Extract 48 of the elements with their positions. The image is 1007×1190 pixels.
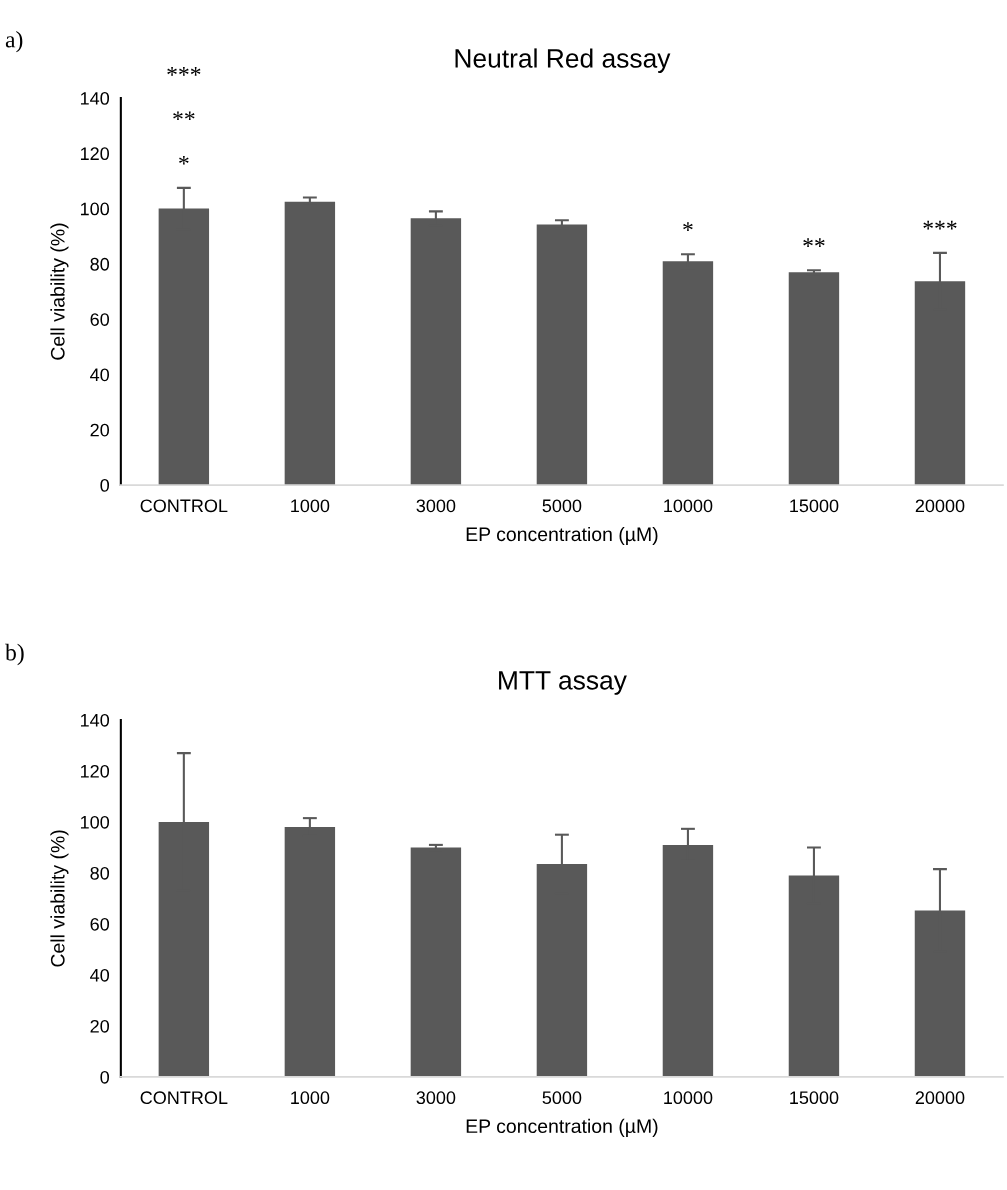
annotation: * xyxy=(683,222,693,231)
text: *** xyxy=(167,67,201,76)
text: b) xyxy=(5,643,24,666)
x-tick-label: 20000 xyxy=(915,499,965,513)
bar xyxy=(536,224,588,486)
y-tick-label: 20 xyxy=(90,1019,110,1033)
annotation: ** xyxy=(803,238,825,247)
chart-title: MTT assay xyxy=(499,671,627,695)
y-tick-label: 120 xyxy=(80,764,110,778)
x-tick-label: CONTROL xyxy=(140,499,228,513)
y-axis-title: Cell viability (%) xyxy=(50,223,69,360)
y-tick-label: 100 xyxy=(80,815,110,829)
bar xyxy=(410,847,462,1077)
y-tick-label: 40 xyxy=(90,968,110,982)
x-tick-label: 5000 xyxy=(542,1091,582,1105)
x-tick-label: 3000 xyxy=(416,1091,456,1105)
chart-title: Neutral Red assay xyxy=(455,48,671,73)
x-tick-label: 3000 xyxy=(416,499,456,513)
bar xyxy=(284,201,336,486)
y-tick-label: 80 xyxy=(90,257,110,271)
x-tick-label: 20000 xyxy=(915,1091,965,1105)
annotation: * xyxy=(179,155,189,165)
x-axis-title: EP concentration (µM) xyxy=(466,526,658,545)
x-tick-label: 1000 xyxy=(291,499,330,513)
y-tick-label: 100 xyxy=(80,202,110,216)
text: a) xyxy=(5,30,23,53)
bar xyxy=(788,272,840,486)
y-tick-label: 80 xyxy=(90,866,110,880)
x-tick-label: 15000 xyxy=(790,1091,839,1105)
y-tick-label: 0 xyxy=(100,1070,110,1084)
y-tick-label: 140 xyxy=(80,91,110,105)
x-tick-label: 5000 xyxy=(542,499,582,513)
y-tick-label: 40 xyxy=(90,368,110,382)
x-tick-label: CONTROL xyxy=(140,1091,228,1105)
y-tick-label: 140 xyxy=(80,713,110,727)
y-tick-label: 60 xyxy=(90,917,110,931)
x-axis-title: EP concentration (µM) xyxy=(466,1118,658,1137)
y-tick-label: 0 xyxy=(100,478,110,492)
x-tick-label: 15000 xyxy=(790,499,839,513)
annotation: *** xyxy=(923,220,957,230)
y-tick-label: 20 xyxy=(90,423,110,437)
x-tick-label: 1000 xyxy=(291,1091,330,1105)
y-tick-label: 120 xyxy=(80,147,110,161)
x-tick-label: 10000 xyxy=(664,499,713,513)
y-tick-label: 60 xyxy=(90,313,110,326)
annotation: ** xyxy=(173,111,195,121)
y-axis-title: Cell viability (%) xyxy=(50,830,69,967)
x-tick-label: 10000 xyxy=(664,1091,713,1105)
